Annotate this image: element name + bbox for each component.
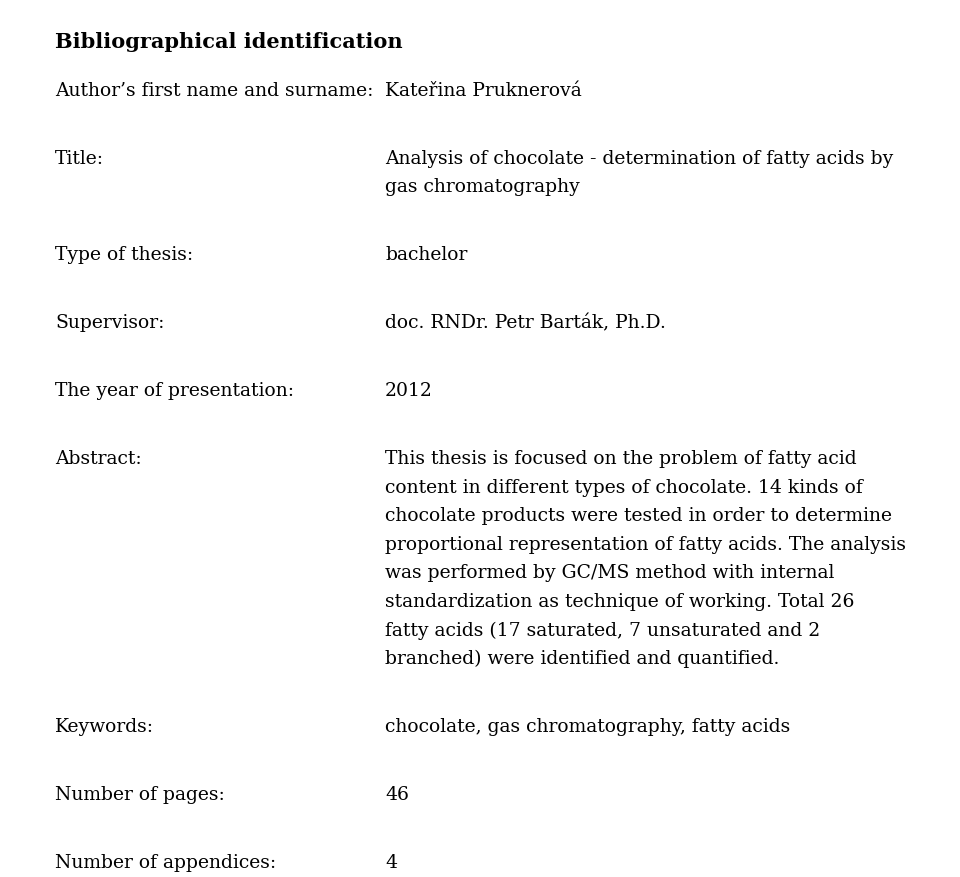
Text: Abstract:: Abstract: [55, 451, 142, 468]
Text: doc. RNDr. Petr Barták, Ph.D.: doc. RNDr. Petr Barták, Ph.D. [385, 315, 666, 332]
Text: 46: 46 [385, 786, 409, 804]
Text: Title:: Title: [55, 150, 104, 168]
Text: proportional representation of fatty acids. The analysis: proportional representation of fatty aci… [385, 536, 906, 554]
Text: Number of appendices:: Number of appendices: [55, 854, 276, 872]
Text: was performed by GC/MS method with internal: was performed by GC/MS method with inter… [385, 565, 834, 582]
Text: Keywords:: Keywords: [55, 718, 154, 736]
Text: Analysis of chocolate - determination of fatty acids by: Analysis of chocolate - determination of… [385, 150, 893, 168]
Text: Author’s first name and surname:: Author’s first name and surname: [55, 82, 373, 100]
Text: chocolate products were tested in order to determine: chocolate products were tested in order … [385, 508, 892, 525]
Text: fatty acids (17 saturated, 7 unsaturated and 2: fatty acids (17 saturated, 7 unsaturated… [385, 622, 820, 639]
Text: standardization as technique of working. Total 26: standardization as technique of working.… [385, 593, 854, 611]
Text: content in different types of chocolate. 14 kinds of: content in different types of chocolate.… [385, 479, 863, 497]
Text: The year of presentation:: The year of presentation: [55, 382, 294, 401]
Text: 2012: 2012 [385, 382, 433, 401]
Text: gas chromatography: gas chromatography [385, 179, 580, 196]
Text: 4: 4 [385, 854, 397, 872]
Text: Type of thesis:: Type of thesis: [55, 246, 193, 265]
Text: This thesis is focused on the problem of fatty acid: This thesis is focused on the problem of… [385, 451, 856, 468]
Text: branched) were identified and quantified.: branched) were identified and quantified… [385, 650, 780, 668]
Text: Number of pages:: Number of pages: [55, 786, 225, 804]
Text: chocolate, gas chromatography, fatty acids: chocolate, gas chromatography, fatty aci… [385, 718, 790, 736]
Text: bachelor: bachelor [385, 246, 468, 265]
Text: Kateřina Pruknerová: Kateřina Pruknerová [385, 82, 582, 100]
Text: Bibliographical identification: Bibliographical identification [55, 32, 402, 52]
Text: Supervisor:: Supervisor: [55, 315, 164, 332]
